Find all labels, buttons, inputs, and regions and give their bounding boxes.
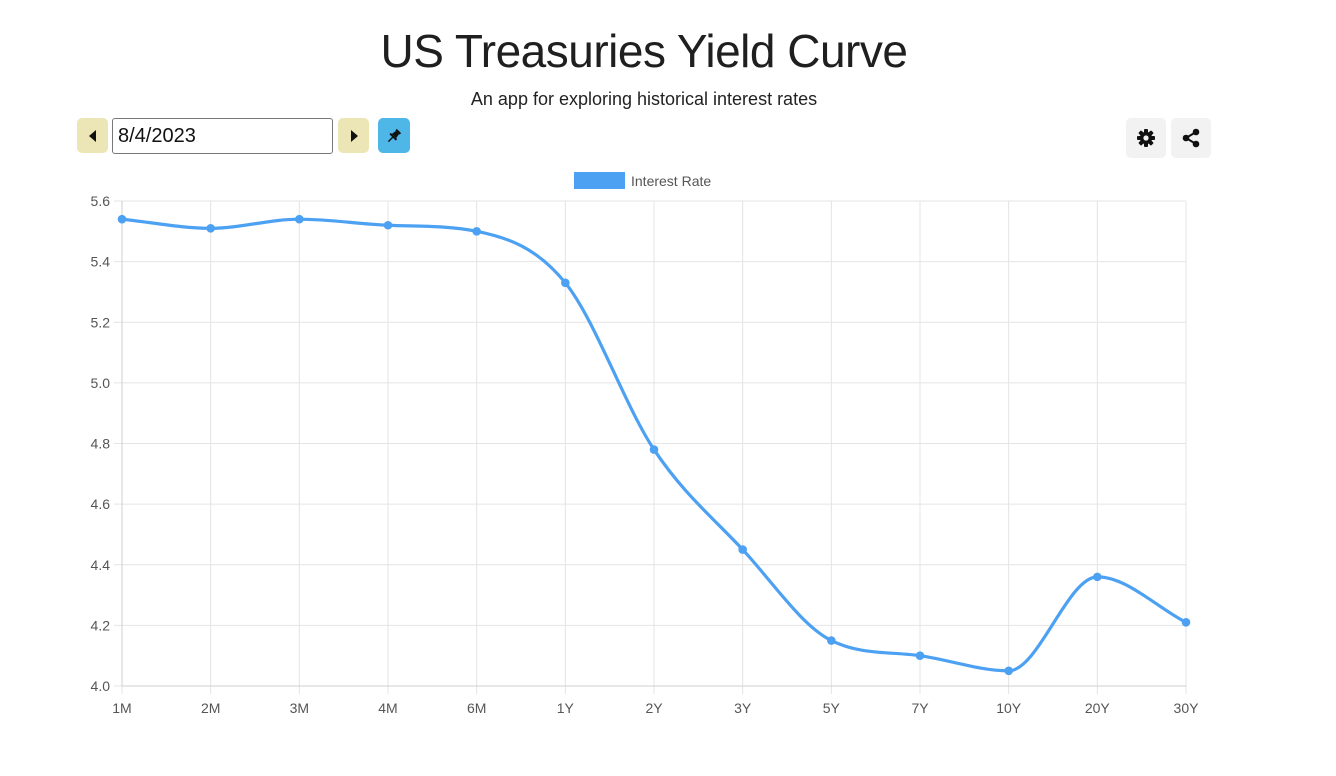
y-tick-label: 5.0 bbox=[91, 375, 111, 391]
data-point[interactable] bbox=[117, 214, 127, 224]
x-tick-label: 1Y bbox=[557, 700, 575, 716]
series-line-interest-rate bbox=[121, 217, 1187, 673]
y-tick-label: 5.6 bbox=[91, 193, 111, 209]
y-tick-label: 4.0 bbox=[91, 678, 111, 694]
data-point[interactable] bbox=[295, 214, 304, 224]
date-input[interactable] bbox=[112, 118, 333, 154]
page-subtitle: An app for exploring historical interest… bbox=[470, 89, 818, 109]
x-tick-label: 10Y bbox=[996, 700, 1022, 716]
x-tick-label: 3Y bbox=[734, 700, 752, 716]
data-point[interactable] bbox=[1181, 618, 1191, 627]
page-title: US Treasuries Yield Curve bbox=[380, 25, 908, 77]
caret-left-icon bbox=[88, 129, 96, 142]
x-tick-label: 4M bbox=[378, 700, 397, 716]
pin-button[interactable] bbox=[378, 118, 410, 153]
y-tick-label: 5.2 bbox=[91, 314, 111, 330]
x-tick-label: 2Y bbox=[645, 700, 663, 716]
y-tick-label: 4.2 bbox=[91, 617, 111, 633]
y-tick-label: 4.8 bbox=[91, 436, 111, 452]
x-tick-label: 30Y bbox=[1174, 700, 1200, 716]
gear-icon bbox=[1137, 129, 1155, 147]
y-tick-label: 4.6 bbox=[91, 496, 111, 512]
legend-label: Interest Rate bbox=[631, 172, 712, 189]
x-tick-label: 6M bbox=[467, 700, 486, 716]
data-point[interactable] bbox=[472, 227, 481, 236]
data-point[interactable] bbox=[1004, 666, 1013, 676]
pushpin-icon bbox=[387, 128, 402, 142]
chart-legend[interactable]: Interest Rate bbox=[574, 172, 711, 189]
legend-swatch bbox=[574, 172, 625, 189]
y-tick-label: 5.4 bbox=[91, 254, 111, 270]
data-point[interactable] bbox=[649, 445, 659, 454]
data-point[interactable] bbox=[561, 278, 570, 288]
x-tick-label: 20Y bbox=[1085, 700, 1111, 716]
previous-date-button[interactable] bbox=[77, 118, 108, 153]
data-point[interactable] bbox=[383, 220, 393, 230]
data-point[interactable] bbox=[1093, 572, 1102, 582]
data-point[interactable] bbox=[738, 545, 747, 554]
caret-right-icon bbox=[350, 129, 358, 142]
share-button[interactable] bbox=[1171, 118, 1211, 158]
data-point[interactable] bbox=[827, 636, 836, 645]
x-tick-label: 3M bbox=[290, 700, 309, 716]
next-date-button[interactable] bbox=[338, 118, 369, 153]
x-tick-label: 7Y bbox=[911, 700, 929, 716]
data-point[interactable] bbox=[915, 651, 925, 660]
x-tick-label: 1M bbox=[112, 700, 131, 716]
settings-button[interactable] bbox=[1126, 118, 1166, 158]
data-point[interactable] bbox=[206, 223, 215, 233]
y-tick-label: 4.4 bbox=[91, 557, 111, 573]
x-tick-label: 2M bbox=[201, 700, 220, 716]
share-icon bbox=[1182, 128, 1200, 148]
x-tick-label: 5Y bbox=[823, 700, 841, 716]
